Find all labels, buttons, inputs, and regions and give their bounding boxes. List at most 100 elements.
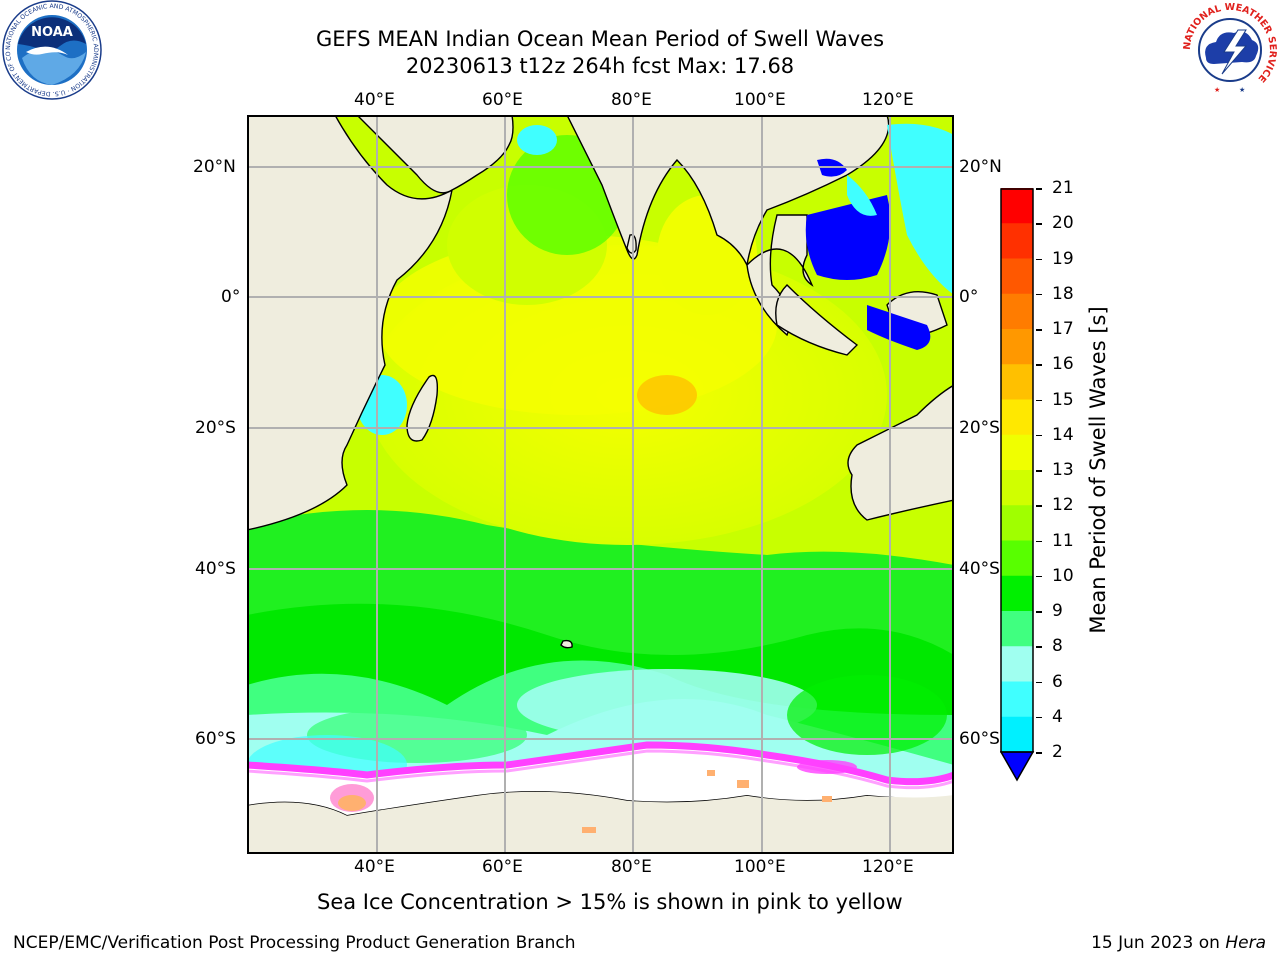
colorbar-extend-arrow xyxy=(1000,751,1035,782)
colorbar-ticks: 21 20 19 18 17 16 15 14 13 12 11 10 9 8 6 4 2 xyxy=(1036,178,1096,778)
india-landmass xyxy=(566,115,890,268)
lon-tick-top-100e: 100°E xyxy=(734,90,786,110)
colorbar-tick-mark xyxy=(1036,329,1042,331)
ice-edge xyxy=(247,741,954,786)
colorbar-segment xyxy=(1001,399,1033,436)
colorbar-tick-mark xyxy=(1036,505,1042,507)
lon-tick-bottom-40e: 40°E xyxy=(354,857,395,877)
lon-tick-bottom-80e: 80°E xyxy=(611,857,652,877)
colorbar-segment xyxy=(1001,611,1033,647)
kerguelen-island xyxy=(560,639,573,649)
land-masses xyxy=(247,115,954,854)
colorbar-tick-mark xyxy=(1036,540,1042,542)
colorbar-tick-mark xyxy=(1036,293,1042,296)
svg-text:★: ★ xyxy=(1239,86,1245,94)
colorbar-tick-label: 12 xyxy=(1052,495,1074,516)
sea-ice-zone xyxy=(247,741,954,833)
colorbar-tick-label: 17 xyxy=(1052,319,1074,339)
colorbar-tick-label: 9 xyxy=(1052,601,1063,621)
lat-tick-right-0: 0° xyxy=(959,287,979,307)
colorbar-tick-label: 20 xyxy=(1052,213,1074,234)
arabia-landmass xyxy=(356,115,514,194)
lon-tick-bottom-60e: 60°E xyxy=(482,857,523,877)
colorbar-segment xyxy=(1001,258,1033,295)
colorbar-segment xyxy=(1001,646,1033,682)
footer-date: 15 Jun 2023 on Hera xyxy=(1091,933,1266,953)
colorbar-tick-label: 21 xyxy=(1052,178,1074,198)
lat-tick-left-40s: 40°S xyxy=(195,559,236,579)
colorbar-tick-label: 11 xyxy=(1052,530,1074,551)
colorbar-segment xyxy=(1001,188,1033,224)
australia-landmass xyxy=(847,384,954,521)
colorbar-tick-mark xyxy=(1036,575,1042,578)
colorbar-tick-label: 2 xyxy=(1052,742,1063,762)
graticule xyxy=(247,115,954,854)
lon-tick-top-40e: 40°E xyxy=(354,90,395,110)
colorbar-tick-mark xyxy=(1036,188,1042,190)
colorbar-tick-mark xyxy=(1036,399,1042,401)
colorbar-tick-mark xyxy=(1036,223,1042,225)
sea-ice-note: Sea Ice Concentration > 15% is shown in … xyxy=(317,890,903,914)
colorbar-tick-label: 4 xyxy=(1052,706,1063,727)
map-frame xyxy=(247,115,954,854)
colorbar-segment xyxy=(1001,716,1033,753)
noaa-logo-text: NOAA xyxy=(31,25,73,40)
colorbar-tick-mark xyxy=(1036,258,1042,260)
lat-tick-right-60s: 60°S xyxy=(959,729,1000,749)
colorbar-segment xyxy=(1001,505,1033,541)
colorbar-tick-mark xyxy=(1036,470,1042,472)
madagascar-island xyxy=(406,374,439,442)
colorbar-segment xyxy=(1001,540,1033,577)
colorbar-tick-mark xyxy=(1036,752,1042,754)
colorbar-tick-mark xyxy=(1036,364,1042,366)
lon-tick-bottom-100e: 100°E xyxy=(734,857,786,877)
chart-title: GEFS MEAN Indian Ocean Mean Period of Sw… xyxy=(315,27,885,51)
chart-subtitle: 20230613 t12z 264h fcst Max: 17.68 xyxy=(405,54,795,78)
lat-tick-right-40s: 40°S xyxy=(959,559,1000,579)
colorbar-tick-mark xyxy=(1036,434,1042,437)
africa-landmass xyxy=(247,115,453,531)
colorbar-frame xyxy=(1000,188,1034,753)
lon-tick-top-80e: 80°E xyxy=(611,90,652,110)
colorbar-segment xyxy=(1001,470,1033,506)
colorbar-segment xyxy=(1001,364,1033,400)
lat-tick-right-20n: 20°N xyxy=(959,157,1002,177)
colorbar-segment xyxy=(1001,575,1033,612)
nws-logo: NATIONAL WEATHER SERVICE ★ ★ xyxy=(1181,1,1279,99)
colorbar-tick-label: 6 xyxy=(1052,671,1063,692)
colorbar-tick-label: 15 xyxy=(1052,389,1074,410)
colorbar-segment xyxy=(1001,329,1033,365)
lat-tick-left-20s: 20°S xyxy=(195,418,236,438)
southeast-asia-landmass xyxy=(746,214,814,337)
map-panel xyxy=(247,115,954,854)
lat-tick-left-0: 0° xyxy=(221,287,241,307)
colorbar-tick-mark xyxy=(1036,716,1042,719)
colorbar-tick-label: 10 xyxy=(1052,565,1074,586)
colorbar-tick-mark xyxy=(1036,646,1042,648)
colorbar-tick-label: 16 xyxy=(1052,354,1074,375)
colorbar-tick-label: 19 xyxy=(1052,248,1074,269)
colorbar-tick-label: 8 xyxy=(1052,636,1063,657)
colorbar-tick-mark xyxy=(1036,611,1042,613)
colorbar-segment xyxy=(1001,223,1033,259)
colorbar-tick-label: 13 xyxy=(1052,460,1074,480)
lat-tick-left-20n: 20°N xyxy=(193,157,236,177)
colorbar-segment xyxy=(1001,434,1033,471)
lat-tick-left-60s: 60°S xyxy=(195,729,236,749)
footer-date-text: 15 Jun 2023 on xyxy=(1091,933,1226,953)
colorbar xyxy=(1000,188,1035,782)
colorbar-segment xyxy=(1001,293,1033,330)
noaa-logo: NATIONAL OCEANIC AND ATMOSPHERIC ADMINIS… xyxy=(2,0,102,100)
footer-credit: NCEP/EMC/Verification Post Processing Pr… xyxy=(13,933,576,953)
colorbar-tick-mark xyxy=(1036,681,1042,683)
colorbar-tick-label: 18 xyxy=(1052,283,1074,304)
footer-machine: Hera xyxy=(1225,933,1266,953)
sumatra-island xyxy=(775,284,859,356)
colorbar-label: Mean Period of Swell Waves [s] xyxy=(1086,306,1110,634)
lon-tick-bottom-120e: 120°E xyxy=(862,857,914,877)
lon-tick-top-60e: 60°E xyxy=(482,90,523,110)
lon-tick-top-120e: 120°E xyxy=(862,90,914,110)
lat-tick-right-20s: 20°S xyxy=(959,418,1000,438)
svg-text:★: ★ xyxy=(1214,86,1220,94)
colorbar-tick-label: 14 xyxy=(1052,424,1074,445)
